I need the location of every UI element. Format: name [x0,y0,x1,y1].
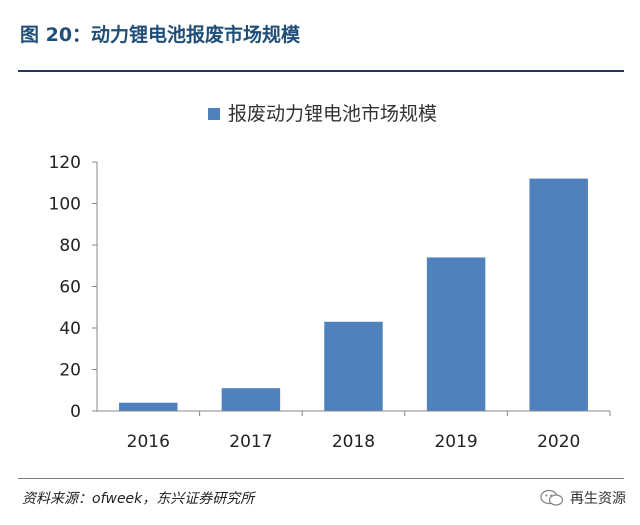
bar-chart: 报废动力锂电池市场规模 0 20 40 60 80 100 120 2016 2017 2018… [49,103,611,452]
x-tick-label: 2016 [127,432,170,452]
wechat-icon [540,489,564,507]
bar-2018 [324,321,383,411]
y-tick-label: 80 [59,236,81,256]
bar-2017 [221,388,281,411]
title-divider [18,70,624,72]
y-tick-label: 40 [59,319,81,339]
y-tick-label: 100 [49,195,81,215]
watermark: 再生资源 [540,488,626,508]
watermark-label: 再生资源 [570,491,626,507]
y-tick-label: 0 [70,402,81,422]
y-tick-label: 20 [59,361,81,381]
bar-2019 [426,257,486,411]
y-tick-label: 120 [49,153,81,173]
x-tick-label: 2018 [332,432,375,452]
source-note: 资料来源：ofweek，东兴证券研究所 [22,491,255,507]
bar-2016 [119,402,178,411]
x-axis: 2016 2017 2018 2019 2020 [97,410,611,452]
bar-2020 [529,178,588,411]
legend-swatch [208,108,220,120]
bars [119,178,588,411]
y-axis: 0 20 40 60 80 100 120 [49,153,98,422]
x-tick-label: 2020 [537,432,580,452]
x-tick-label: 2019 [434,432,477,452]
y-tick-label: 60 [59,278,81,298]
legend-label: 报废动力锂电池市场规模 [228,103,437,125]
footer-divider [18,478,624,479]
chart-legend: 报废动力锂电池市场规模 [208,103,437,125]
x-tick-label: 2017 [229,432,272,452]
figure-title: 图 20：动力锂电池报废市场规模 [20,24,301,46]
